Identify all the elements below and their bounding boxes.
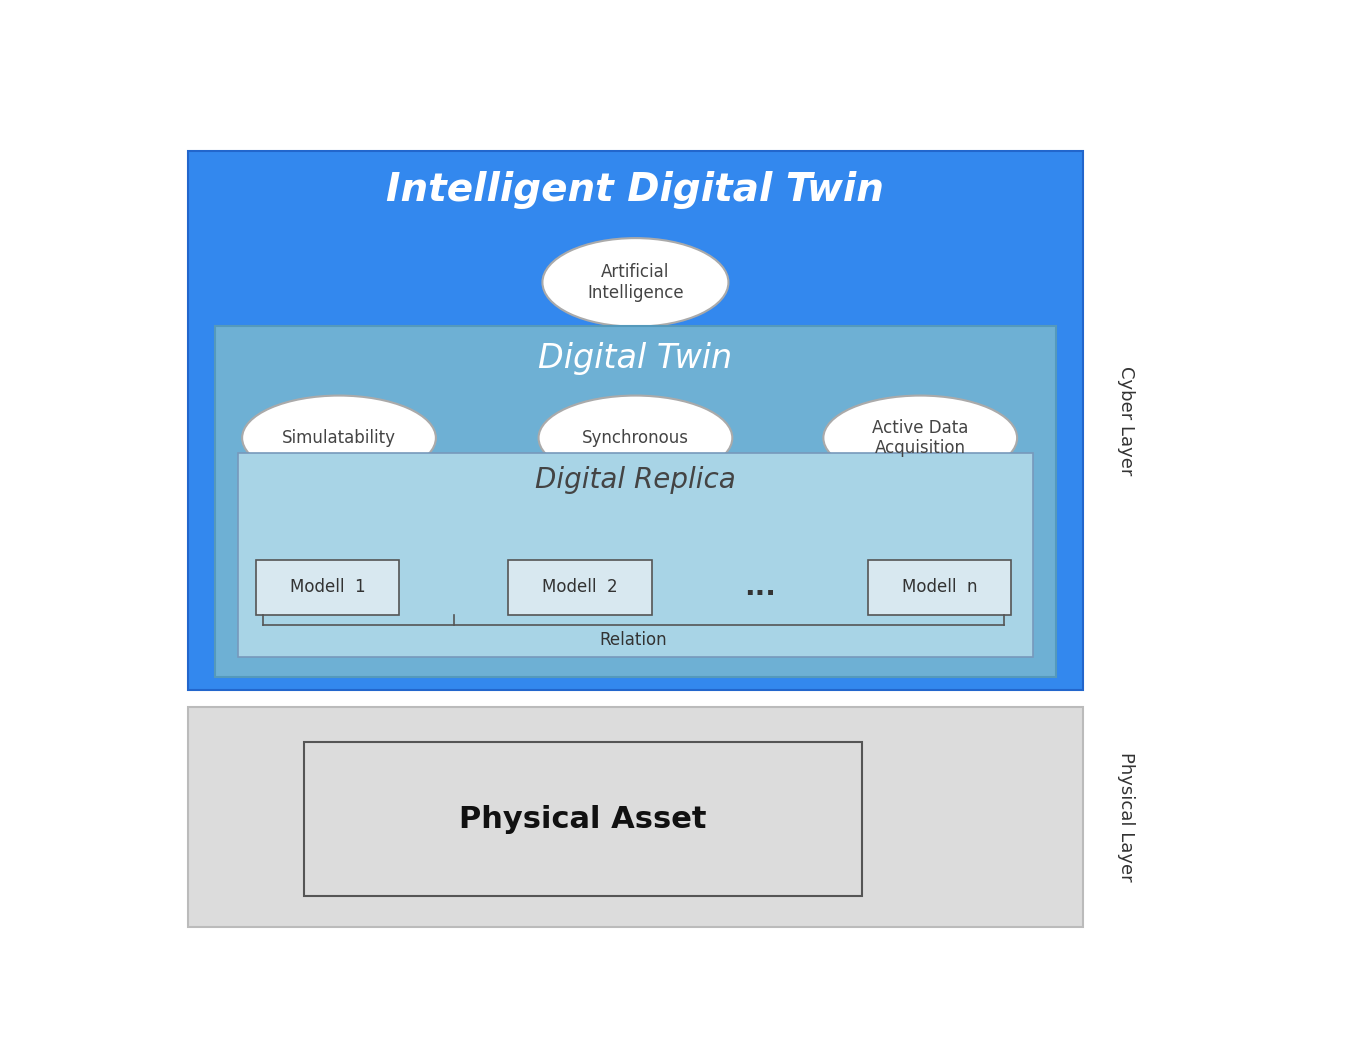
Text: Simulatability: Simulatability xyxy=(282,429,396,447)
FancyBboxPatch shape xyxy=(868,559,1011,615)
FancyBboxPatch shape xyxy=(256,559,399,615)
FancyBboxPatch shape xyxy=(187,151,1082,690)
Text: Modell  1: Modell 1 xyxy=(290,578,365,596)
Text: Active Data
Acquisition: Active Data Acquisition xyxy=(872,419,968,458)
Text: Physical Asset: Physical Asset xyxy=(460,804,706,834)
FancyBboxPatch shape xyxy=(239,453,1033,657)
Text: Artificial
Intelligence: Artificial Intelligence xyxy=(588,263,683,302)
Text: Modell  n: Modell n xyxy=(902,578,977,596)
Text: Cyber Layer: Cyber Layer xyxy=(1116,367,1135,476)
Ellipse shape xyxy=(542,238,728,327)
FancyBboxPatch shape xyxy=(214,327,1055,676)
FancyBboxPatch shape xyxy=(508,559,651,615)
Text: Synchronous: Synchronous xyxy=(582,429,689,447)
Text: Digital Replica: Digital Replica xyxy=(535,466,736,495)
Ellipse shape xyxy=(243,395,435,480)
Text: Physical Layer: Physical Layer xyxy=(1116,753,1135,882)
Text: Relation: Relation xyxy=(600,631,667,649)
Ellipse shape xyxy=(539,395,732,480)
Ellipse shape xyxy=(824,395,1018,480)
Text: ...: ... xyxy=(744,573,775,601)
FancyBboxPatch shape xyxy=(305,742,863,896)
FancyBboxPatch shape xyxy=(187,707,1082,927)
Text: Modell  2: Modell 2 xyxy=(542,578,617,596)
Text: Intelligent Digital Twin: Intelligent Digital Twin xyxy=(387,171,884,209)
Text: Digital Twin: Digital Twin xyxy=(538,342,732,375)
